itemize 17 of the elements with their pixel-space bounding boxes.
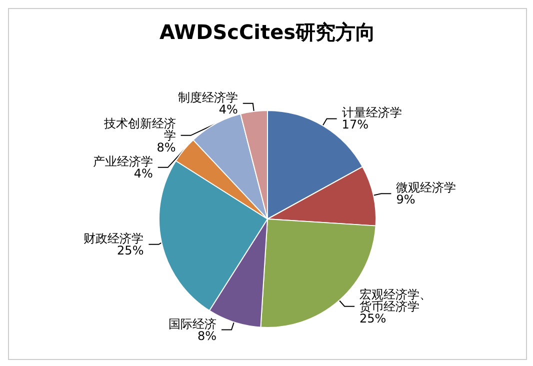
slice-label: 财政经济学 [84,231,144,246]
data-label: 8% [156,140,176,154]
data-label: 17% [342,118,368,132]
slice-label: 宏观经济学、货币经济学 [360,287,432,314]
data-label: 4% [218,102,238,116]
slice-label: 微观经济学 [396,180,456,195]
slice-label: 产业经济学 [92,154,153,168]
data-label: 9% [396,192,416,207]
slice-label: 计量经济学 [342,106,402,120]
data-label: 4% [134,166,153,180]
slice-label: 国际经济 [168,316,216,331]
slice-label: 制度经济学 [178,90,238,104]
chart-title: AWDScCites研究方向 [159,20,376,44]
slice-label: 技术创新经济学 [102,116,176,142]
data-label: 25% [360,311,386,326]
data-label: 25% [117,243,144,258]
data-label: 8% [197,328,216,343]
